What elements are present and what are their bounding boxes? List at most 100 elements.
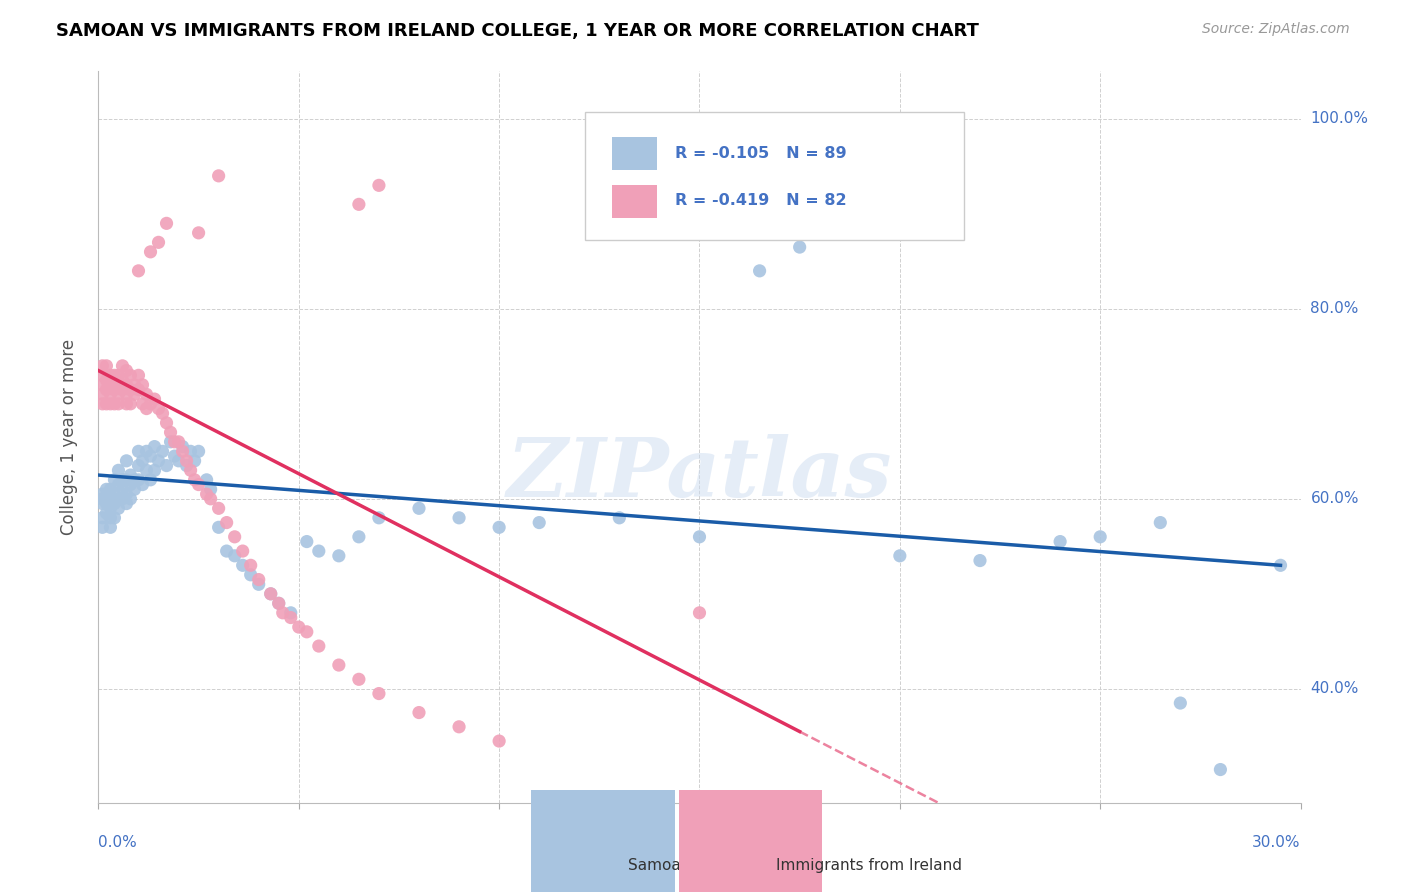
Point: [96, 359, 118, 373]
Point: [969, 553, 991, 567]
Point: [139, 449, 162, 463]
Point: [280, 606, 302, 620]
Point: [111, 373, 134, 387]
Point: [368, 511, 391, 525]
Y-axis label: College, 1 year or more: College, 1 year or more: [59, 339, 77, 535]
Point: [111, 383, 134, 397]
Point: [215, 516, 238, 530]
Point: [91, 397, 114, 411]
Point: [124, 377, 146, 392]
Point: [91, 491, 114, 506]
Point: [103, 377, 125, 392]
Point: [107, 377, 129, 392]
Point: [224, 549, 246, 563]
Text: 0.0%: 0.0%: [98, 836, 138, 850]
Point: [609, 226, 631, 240]
Point: [163, 434, 186, 449]
Point: [239, 558, 262, 573]
Point: [159, 425, 181, 440]
Point: [91, 520, 114, 534]
Point: [103, 383, 125, 397]
Point: [163, 449, 186, 463]
Point: [308, 544, 330, 558]
Point: [100, 387, 122, 401]
Point: [247, 573, 270, 587]
Point: [100, 377, 122, 392]
Point: [124, 483, 146, 497]
Point: [91, 511, 114, 525]
Point: [96, 397, 118, 411]
Point: [148, 454, 170, 468]
Point: [91, 359, 114, 373]
Point: [128, 368, 150, 383]
Point: [115, 363, 138, 377]
Text: ZIPatlas: ZIPatlas: [506, 434, 893, 514]
Point: [308, 639, 330, 653]
Point: [143, 463, 166, 477]
Point: [131, 454, 153, 468]
Point: [295, 534, 318, 549]
Point: [139, 244, 162, 259]
Point: [131, 477, 153, 491]
Point: [91, 497, 114, 511]
Point: [131, 397, 153, 411]
Point: [111, 483, 134, 497]
Point: [103, 397, 125, 411]
Point: [115, 377, 138, 392]
Point: [115, 454, 138, 468]
Point: [247, 577, 270, 591]
Point: [131, 377, 153, 392]
Point: [183, 454, 205, 468]
Point: [200, 491, 222, 506]
Point: [1170, 696, 1192, 710]
Point: [176, 454, 198, 468]
Point: [120, 383, 142, 397]
Point: [347, 673, 370, 687]
Point: [135, 387, 157, 401]
Point: [408, 501, 430, 516]
Point: [128, 383, 150, 397]
Point: [748, 264, 770, 278]
Point: [135, 463, 157, 477]
Point: [200, 483, 222, 497]
Point: [135, 444, 157, 458]
Point: [1270, 558, 1292, 573]
Point: [215, 544, 238, 558]
Point: [120, 368, 142, 383]
Point: [91, 387, 114, 401]
Point: [100, 483, 122, 497]
Point: [128, 264, 150, 278]
Point: [180, 463, 202, 477]
Point: [1088, 530, 1111, 544]
Point: [328, 549, 350, 563]
Point: [1149, 516, 1171, 530]
Text: 60.0%: 60.0%: [1310, 491, 1358, 507]
Point: [368, 687, 391, 701]
Point: [295, 624, 318, 639]
Point: [128, 458, 150, 473]
Point: [195, 487, 218, 501]
Point: [115, 473, 138, 487]
Point: [167, 434, 190, 449]
Point: [135, 401, 157, 416]
Point: [107, 491, 129, 506]
Point: [100, 511, 122, 525]
Point: [96, 506, 118, 520]
Point: [187, 444, 209, 458]
Point: [260, 587, 283, 601]
Point: [176, 458, 198, 473]
Point: [172, 444, 194, 458]
Point: [115, 487, 138, 501]
Point: [1209, 763, 1232, 777]
Point: [347, 530, 370, 544]
Point: [195, 473, 218, 487]
Text: R = -0.419   N = 82: R = -0.419 N = 82: [675, 194, 846, 209]
Point: [239, 567, 262, 582]
Point: [107, 368, 129, 383]
Point: [120, 397, 142, 411]
Point: [115, 497, 138, 511]
Point: [111, 359, 134, 373]
Point: [107, 463, 129, 477]
Point: [96, 383, 118, 397]
Text: 80.0%: 80.0%: [1310, 301, 1358, 317]
